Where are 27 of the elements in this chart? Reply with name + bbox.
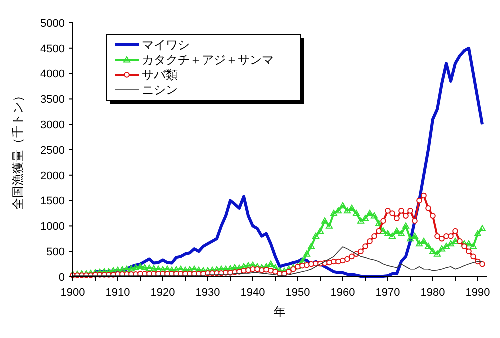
y-tick-label: 4000 [40, 68, 65, 81]
y-tick-label: 3000 [40, 119, 65, 132]
y-tick-label: 3500 [40, 94, 65, 106]
y-tick-label: 2500 [40, 144, 65, 157]
y-tick-label: 1500 [40, 196, 65, 208]
x-tick-label: 1980 [420, 287, 446, 299]
x-tick-label: 1950 [286, 287, 310, 299]
legend-label: カタクチ＋アジ＋サンマ [142, 53, 274, 68]
x-tick-label: 1940 [240, 287, 266, 299]
y-tick-label: 5000 [40, 18, 65, 30]
x-axis-title: 年 [274, 305, 286, 319]
y-tick-label: 4500 [40, 43, 65, 56]
legend-label: ニシン [142, 83, 178, 98]
x-tick-label: 1930 [196, 287, 220, 299]
y-tick-label: 0 [58, 272, 65, 284]
y-tick-label: 500 [46, 246, 65, 258]
y-axis-title: 全国漁獲量（千トン） [11, 90, 25, 210]
x-tick-label: 1960 [330, 287, 356, 299]
x-tick-label: 1970 [376, 287, 400, 299]
x-tick-label: 1920 [150, 287, 176, 299]
x-tick-label: 1900 [60, 287, 86, 299]
y-tick-label: 2000 [40, 170, 65, 182]
legend-label: サバ類 [142, 68, 178, 82]
y-tick-label: 1000 [40, 221, 65, 234]
x-tick-label: 1990 [466, 287, 490, 299]
x-tick-label: 1910 [106, 287, 130, 299]
legend-label: マイワシ [142, 38, 190, 52]
